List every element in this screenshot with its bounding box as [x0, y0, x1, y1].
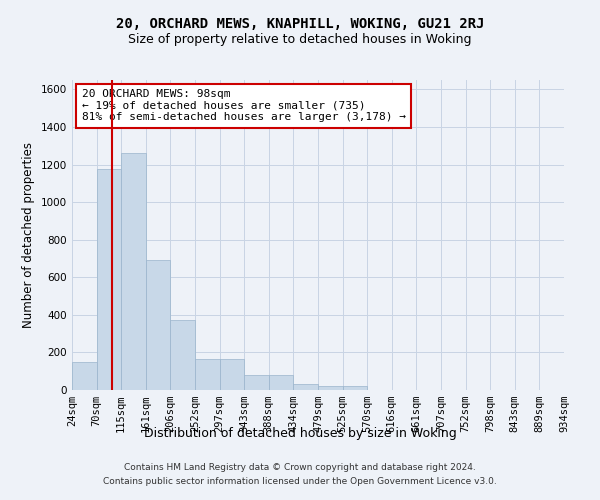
Bar [195, 359, 220, 390]
Bar [170, 320, 195, 390]
Bar [72, 362, 97, 390]
Bar [220, 359, 244, 390]
Text: Distribution of detached houses by size in Woking: Distribution of detached houses by size … [143, 428, 457, 440]
Text: Contains HM Land Registry data © Crown copyright and database right 2024.: Contains HM Land Registry data © Crown c… [124, 462, 476, 471]
Bar [121, 154, 146, 390]
Text: Size of property relative to detached houses in Woking: Size of property relative to detached ho… [128, 32, 472, 46]
Bar [343, 386, 367, 390]
Bar [318, 386, 343, 390]
Text: 20, ORCHARD MEWS, KNAPHILL, WOKING, GU21 2RJ: 20, ORCHARD MEWS, KNAPHILL, WOKING, GU21… [116, 18, 484, 32]
Text: Contains public sector information licensed under the Open Government Licence v3: Contains public sector information licen… [103, 478, 497, 486]
Text: 20 ORCHARD MEWS: 98sqm
← 19% of detached houses are smaller (735)
81% of semi-de: 20 ORCHARD MEWS: 98sqm ← 19% of detached… [82, 90, 406, 122]
Bar [269, 375, 293, 390]
Bar [293, 384, 318, 390]
Bar [244, 375, 269, 390]
Y-axis label: Number of detached properties: Number of detached properties [22, 142, 35, 328]
Bar [97, 169, 121, 390]
Bar [146, 260, 170, 390]
